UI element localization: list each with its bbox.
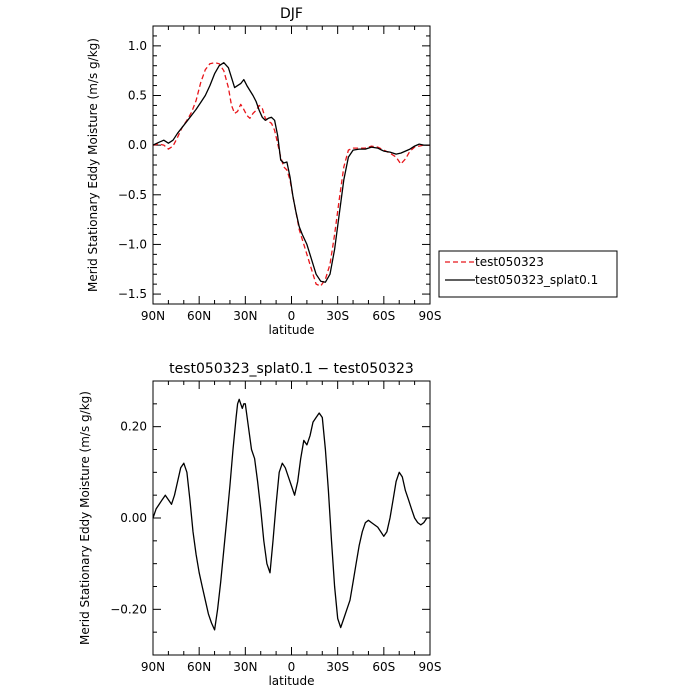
- x-tick-label: 0: [288, 309, 296, 323]
- plot-frame: [152, 25, 431, 305]
- x-tick-label: 60S: [372, 309, 395, 323]
- x-tick-label: 90N: [141, 309, 165, 323]
- y-tick-label: 0.20: [120, 420, 147, 434]
- chart-title: DJF: [280, 6, 303, 22]
- y-tick-label: −0.5: [118, 188, 147, 202]
- legend-label: test050323: [475, 255, 544, 269]
- chart-title: test050323_splat0.1 − test050323: [169, 361, 414, 377]
- y-tick-label: 0.0: [128, 138, 147, 152]
- x-tick-label: 0: [288, 660, 296, 674]
- y-tick-label: −1.5: [118, 287, 147, 301]
- y-tick-label: 0.00: [120, 511, 147, 525]
- y-axis-title: Merid Stationary Eddy Moisture (m/s g/kg…: [78, 391, 92, 645]
- series-line-0: [152, 398, 430, 631]
- series-line-1: [152, 62, 430, 283]
- x-tick-label: 90N: [141, 660, 165, 674]
- x-tick-label: 30N: [233, 660, 257, 674]
- y-tick-label: 0.5: [128, 89, 147, 103]
- legend-label: test050323_splat0.1: [475, 273, 598, 287]
- x-tick-label: 30S: [326, 309, 349, 323]
- y-tick-label: −1.0: [118, 237, 147, 251]
- x-tick-label: 90S: [419, 660, 442, 674]
- x-axis-title: latitude: [268, 323, 314, 337]
- chart-difference: test050323_splat0.1 − test050323 90N 60N 30…: [78, 361, 441, 688]
- y-tick-label: −0.20: [110, 602, 147, 616]
- x-tick-label: 60N: [187, 660, 211, 674]
- x-tick-label: 60S: [372, 660, 395, 674]
- series-line-0: [152, 62, 430, 287]
- x-tick-label: 60N: [187, 309, 211, 323]
- x-axis-title: latitude: [268, 674, 314, 688]
- x-tick-label: 30N: [233, 309, 257, 323]
- chart-djf: DJF 90N 60N 30N 0 30S 60S 90S 1.0 0.5 0.0 −0.5 −1.0 −…: [86, 6, 618, 337]
- plot-frame: [152, 380, 431, 656]
- y-tick-label: 1.0: [128, 39, 147, 53]
- legend-box: [438, 250, 618, 298]
- x-tick-label: 30S: [326, 660, 349, 674]
- x-tick-label: 90S: [419, 309, 442, 323]
- y-axis-title: Merid Stationary Eddy Moisture (m/s g/kg…: [86, 38, 100, 292]
